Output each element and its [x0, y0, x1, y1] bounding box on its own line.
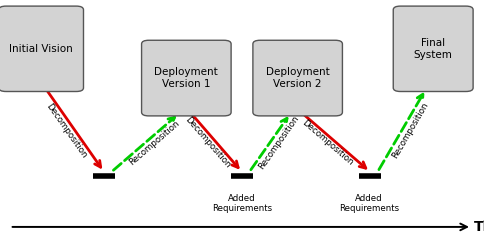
- Text: Added
Requirements: Added Requirements: [212, 194, 272, 214]
- Text: Deployment
Version 1: Deployment Version 1: [154, 67, 218, 89]
- Text: Final
System: Final System: [414, 38, 453, 60]
- FancyBboxPatch shape: [253, 40, 343, 116]
- Text: Initial Vision: Initial Vision: [9, 44, 73, 54]
- Text: Deployment
Version 2: Deployment Version 2: [266, 67, 330, 89]
- Text: Added
Requirements: Added Requirements: [339, 194, 399, 214]
- Text: Decomposition: Decomposition: [301, 118, 355, 167]
- Text: Recomposition: Recomposition: [127, 119, 181, 167]
- Text: Time: Time: [474, 220, 484, 234]
- Text: Recomposition: Recomposition: [257, 114, 301, 171]
- Text: Decomposition: Decomposition: [183, 115, 232, 170]
- FancyBboxPatch shape: [0, 6, 83, 91]
- Text: Recomposition: Recomposition: [391, 101, 430, 160]
- FancyBboxPatch shape: [141, 40, 231, 116]
- FancyBboxPatch shape: [393, 6, 473, 91]
- Text: Decomposition: Decomposition: [44, 102, 89, 160]
